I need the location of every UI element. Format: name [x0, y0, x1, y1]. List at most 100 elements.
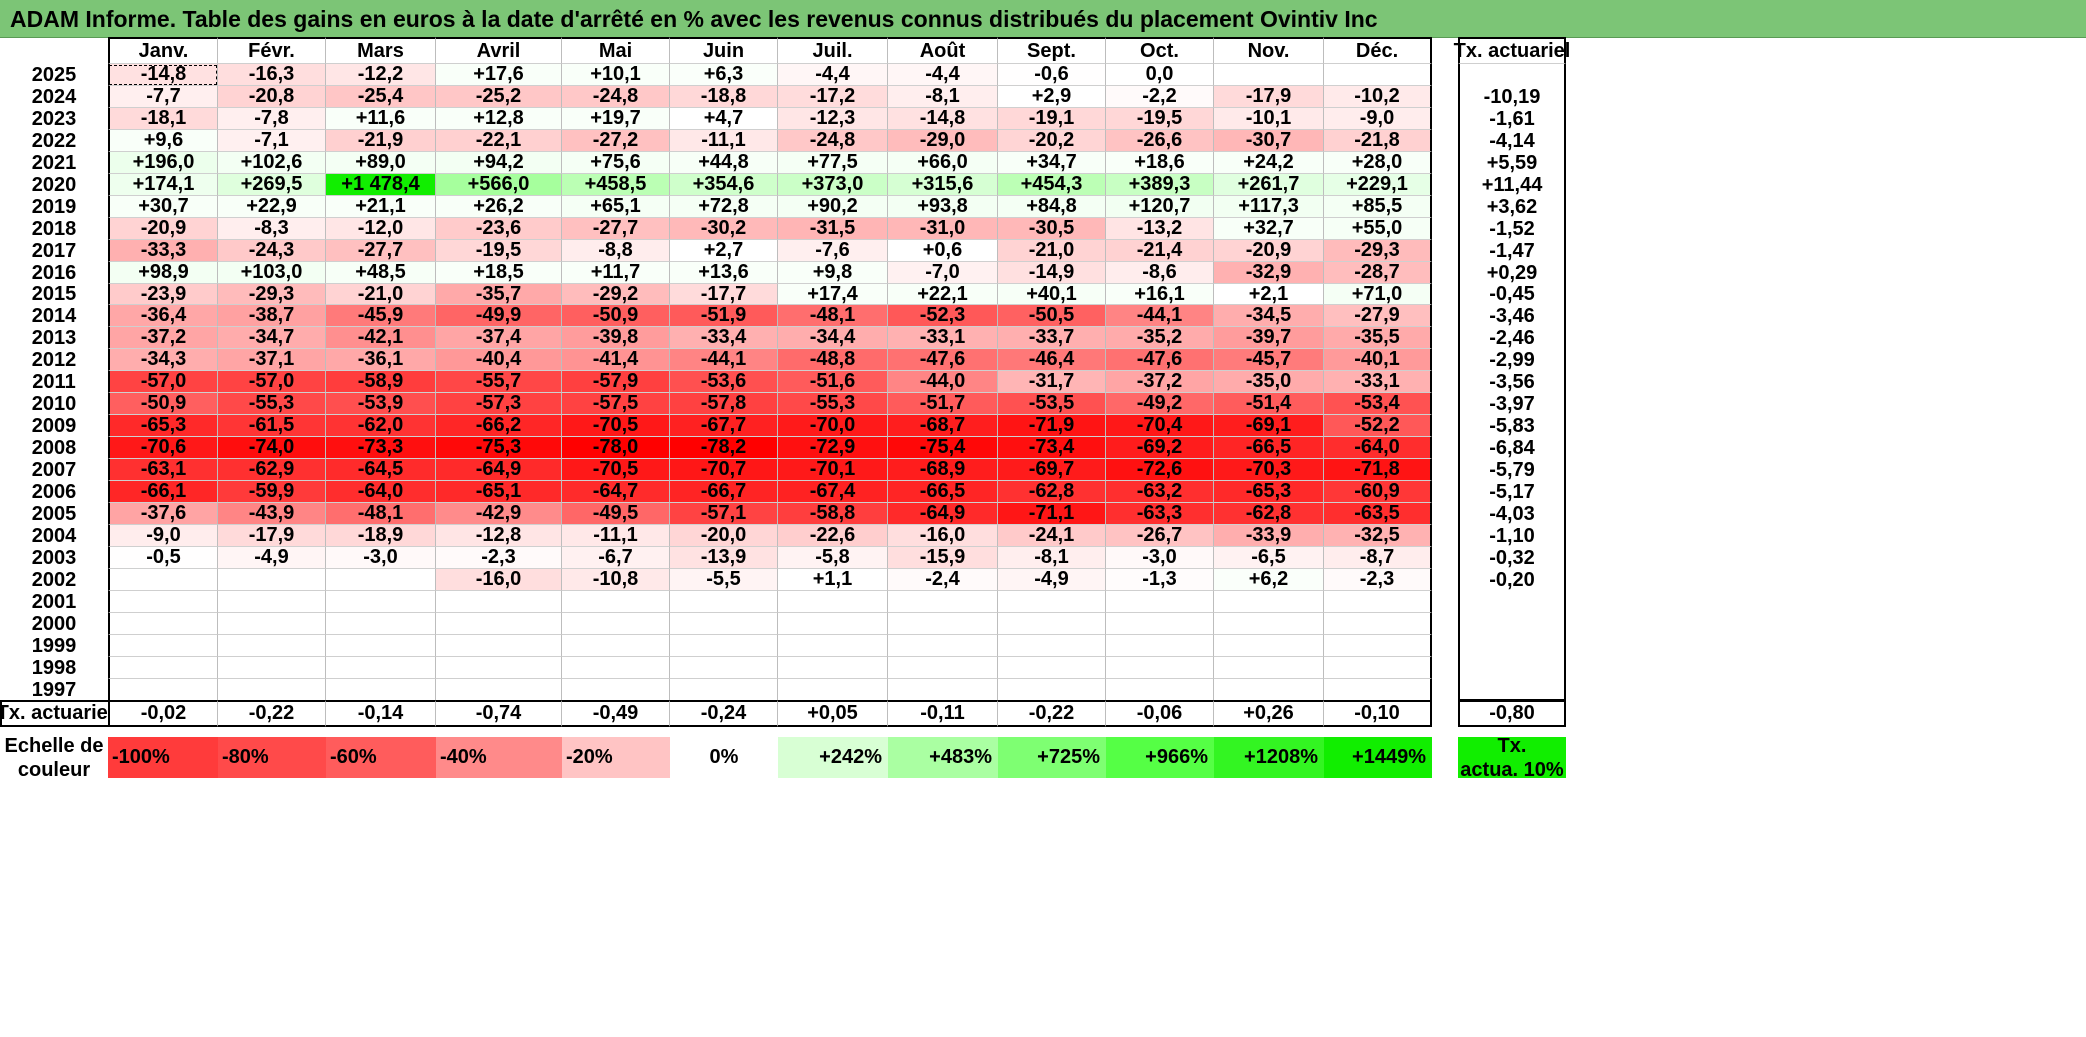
heatmap-cell	[562, 591, 670, 613]
heatmap-cell: +16,1	[1106, 283, 1214, 305]
heatmap-cell	[218, 613, 326, 635]
heatmap-cell	[108, 679, 218, 701]
heatmap-cell: -70,6	[108, 436, 218, 459]
heatmap-cell: -24,1	[998, 524, 1106, 547]
heatmap-cell: -4,9	[998, 568, 1106, 591]
heatmap-cell: -7,6	[778, 239, 888, 262]
page-title: ADAM Informe. Table des gains en euros à…	[10, 6, 1378, 32]
heatmap-cell: -12,8	[436, 524, 562, 547]
heatmap-cell: -35,2	[1106, 326, 1214, 349]
heatmap-cell: -72,6	[1106, 458, 1214, 481]
heatmap-cell	[1106, 635, 1214, 657]
heatmap-cell: +103,0	[218, 261, 326, 284]
heatmap-cell: -27,9	[1324, 304, 1432, 327]
heatmap-cell: -4,9	[218, 546, 326, 569]
heatmap-cell	[1214, 679, 1324, 701]
heatmap-cell: -30,2	[670, 217, 778, 240]
heatmap-cell: -33,1	[888, 326, 998, 349]
heatmap-cell: -18,1	[108, 107, 218, 130]
heatmap-cell: -37,2	[1106, 370, 1214, 393]
heatmap-cell: -17,2	[778, 85, 888, 108]
heatmap-cell: -0,6	[998, 63, 1106, 86]
heatmap-cell: -44,1	[670, 348, 778, 371]
heatmap-cell: -3,0	[1106, 546, 1214, 569]
heatmap-cell: +40,1	[998, 283, 1106, 305]
year-label: 1999	[0, 635, 108, 657]
heatmap-cell: -50,5	[998, 304, 1106, 327]
heatmap-cell: -24,3	[218, 239, 326, 262]
heatmap-cell: -32,5	[1324, 524, 1432, 547]
heatmap-cell: -20,8	[218, 85, 326, 108]
month-header: Déc.	[1324, 37, 1432, 64]
heatmap-cell: -39,8	[562, 326, 670, 349]
heatmap-cell	[436, 591, 562, 613]
heatmap-cell: -29,3	[218, 283, 326, 305]
heatmap-cell: -18,9	[326, 524, 436, 547]
heatmap-cell: -18,8	[670, 85, 778, 108]
heatmap-cell: -63,2	[1106, 480, 1214, 503]
heatmap-cell: -17,9	[1214, 85, 1324, 108]
heatmap-cell: +1,1	[778, 568, 888, 591]
annual-rate-cell: -1,10	[1458, 525, 1566, 547]
heatmap-cell	[108, 591, 218, 613]
heatmap-cell	[670, 679, 778, 701]
heatmap-cell: +72,8	[670, 195, 778, 218]
heatmap-cell: -75,3	[436, 436, 562, 459]
annual-rate-cell: -0,32	[1458, 547, 1566, 569]
heatmap-cell: -45,9	[326, 304, 436, 327]
heatmap-cell: -57,1	[670, 502, 778, 525]
heatmap-cell: -31,0	[888, 217, 998, 240]
heatmap-cell	[998, 657, 1106, 679]
heatmap-cell: -2,3	[436, 546, 562, 569]
footer-rate-cell: -0,10	[1324, 700, 1432, 727]
scale-label: Echelle de couleur	[0, 734, 108, 781]
heatmap-cell: +19,7	[562, 107, 670, 130]
heatmap-cell: -69,7	[998, 458, 1106, 481]
heatmap-cell: -34,5	[1214, 304, 1324, 327]
year-label: 2016	[0, 262, 108, 284]
year-label: 2000	[0, 613, 108, 635]
annual-rate-cell: -1,52	[1458, 218, 1566, 240]
heatmap-cell	[778, 679, 888, 701]
heatmap-cell	[888, 657, 998, 679]
heatmap-cell: -59,9	[218, 480, 326, 503]
year-label: 2023	[0, 108, 108, 130]
heatmap-cell: -55,3	[778, 392, 888, 415]
scale-step: -40%	[436, 737, 562, 778]
heatmap-cell: -55,7	[436, 370, 562, 393]
heatmap-cell: +93,8	[888, 195, 998, 218]
heatmap-cell: -37,2	[108, 326, 218, 349]
heatmap-cell: -53,5	[998, 392, 1106, 415]
year-label: 2017	[0, 240, 108, 262]
year-label: 2020	[0, 174, 108, 196]
heatmap-cell: -36,4	[108, 304, 218, 327]
heatmap-cell	[326, 657, 436, 679]
footer-rate-cell: -0,02	[108, 700, 218, 727]
heatmap-cell: -65,1	[436, 480, 562, 503]
year-label: 2003	[0, 547, 108, 569]
heatmap-cell: -4,4	[778, 63, 888, 86]
heatmap-cell: -70,5	[562, 458, 670, 481]
heatmap-cell: -5,8	[778, 546, 888, 569]
heatmap-cell: -7,1	[218, 129, 326, 152]
heatmap-cell: -19,5	[1106, 107, 1214, 130]
heatmap-cell: +94,2	[436, 151, 562, 174]
heatmap-cell	[1214, 635, 1324, 657]
year-label: 2002	[0, 569, 108, 591]
scale-label-line1: Echelle de	[4, 734, 104, 757]
heatmap-cell: -8,7	[1324, 546, 1432, 569]
heatmap-cell: -40,4	[436, 348, 562, 371]
heatmap-cell: -70,7	[670, 458, 778, 481]
heatmap-cell: -16,3	[218, 63, 326, 86]
heatmap-cell: -66,5	[1214, 436, 1324, 459]
heatmap-cell: +89,0	[326, 151, 436, 174]
heatmap-cell: -6,7	[562, 546, 670, 569]
heatmap-cell: +90,2	[778, 195, 888, 218]
heatmap-cell: -58,9	[326, 370, 436, 393]
year-label: 2015	[0, 283, 108, 305]
heatmap-cell: -44,1	[1106, 304, 1214, 327]
heatmap-cell: -28,7	[1324, 261, 1432, 284]
annual-rate-cell	[1458, 679, 1566, 701]
heatmap-cell: -19,5	[436, 239, 562, 262]
month-header: Juil.	[778, 37, 888, 64]
